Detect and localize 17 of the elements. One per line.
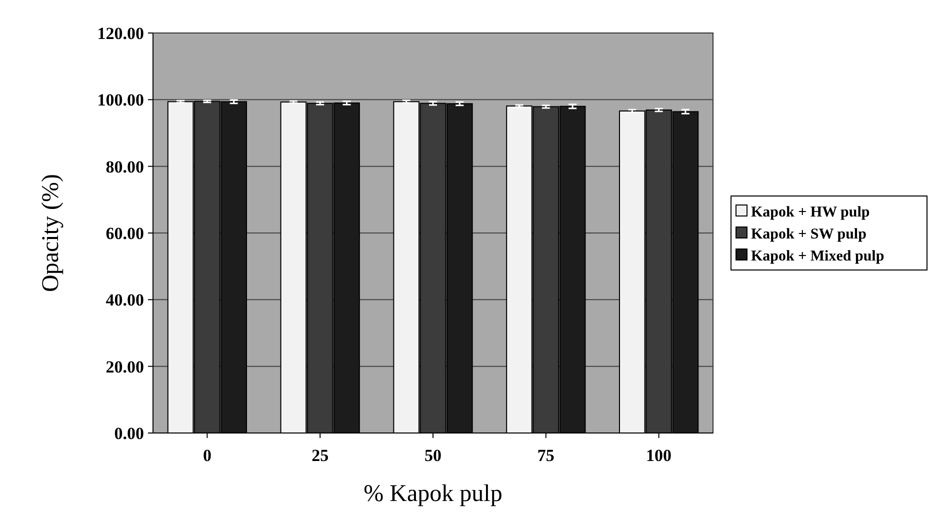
y-axis-title: Opacity (%) <box>38 174 64 292</box>
x-tick-label: 75 <box>537 446 554 465</box>
x-tick-label: 50 <box>424 446 442 465</box>
x-tick-label: 0 <box>202 446 212 465</box>
y-tick-label: 80.00 <box>106 157 144 176</box>
x-tick-label: 25 <box>312 446 329 465</box>
y-tick-label: 0.00 <box>114 424 144 443</box>
y-tick-label: 20.00 <box>106 357 144 376</box>
x-tick-label: 100 <box>646 446 672 465</box>
legend-label: Kapok + HW pulp <box>751 204 870 220</box>
legend-label: Kapok + Mixed pulp <box>751 248 884 264</box>
y-tick-label: 100.00 <box>97 90 144 110</box>
y-tick-label: 120.00 <box>97 24 144 43</box>
y-tick-label: 40.00 <box>106 290 144 310</box>
y-tick-label: 60.00 <box>106 224 144 243</box>
legend-label: Kapok + SW pulp <box>751 226 866 242</box>
x-axis-title: % Kapok pulp <box>364 481 502 507</box>
